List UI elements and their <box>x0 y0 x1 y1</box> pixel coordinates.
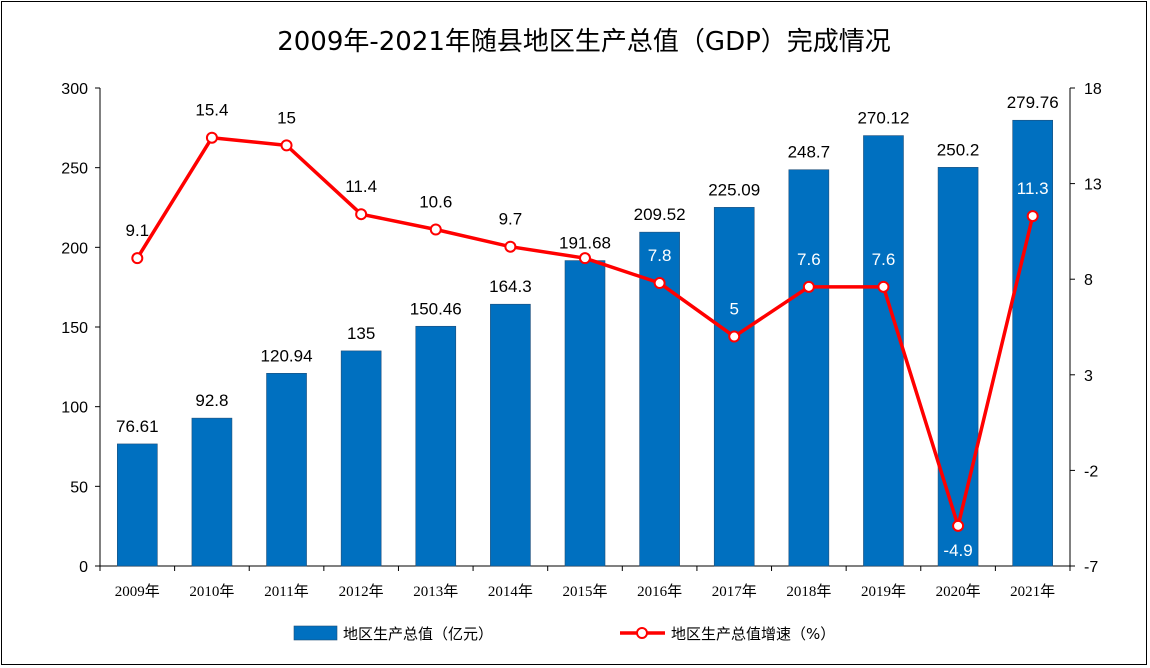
bar-value-label: 120.94 <box>261 346 313 365</box>
line-value-label: 7.8 <box>648 246 672 265</box>
x-tick-label: 2021年 <box>1010 583 1055 600</box>
legend-swatch-marker <box>636 627 648 639</box>
y-right-tick-label: 13 <box>1084 177 1102 194</box>
growth-marker <box>1026 210 1039 223</box>
bar-value-label: 135 <box>347 324 375 343</box>
x-tick-label: 2012年 <box>339 583 384 600</box>
bar <box>191 417 233 567</box>
bar-value-label: 270.12 <box>857 109 909 128</box>
y-left-tick-label: 100 <box>61 400 88 417</box>
growth-marker <box>131 252 144 265</box>
growth-marker <box>355 208 368 221</box>
line-value-label: 9.1 <box>125 221 149 240</box>
y-right-tick-label: 3 <box>1084 368 1093 385</box>
bar <box>1012 119 1053 567</box>
bar-value-label: 279.76 <box>1007 93 1059 112</box>
axes: 0 50 100 150 200 250 300 -7 -2 3 8 13 18 2009年 2010年 20… <box>61 81 1102 600</box>
bar <box>415 325 457 567</box>
y-left-tick-label: 250 <box>61 161 88 178</box>
data-labels: 76.61 92.8 120.94 135 150.46 164.3 191.68 209.5… <box>116 93 1059 560</box>
y-left-tick-label: 300 <box>61 81 88 98</box>
legend-label-line: 地区生产总值增速（%） <box>671 625 835 643</box>
line-value-label: 9.7 <box>499 210 523 229</box>
growth-marker <box>280 139 293 152</box>
line-series <box>131 131 1039 532</box>
growth-marker <box>579 252 591 265</box>
line-value-label: 11.4 <box>345 177 377 196</box>
line-value-label: 5 <box>729 300 738 319</box>
bar-value-label: 248.7 <box>788 143 831 162</box>
bar <box>863 135 904 567</box>
growth-marker <box>653 277 666 290</box>
y-left-tick-label: 200 <box>61 240 88 257</box>
x-tick-label: 2018年 <box>786 583 831 600</box>
x-tick-label: 2010年 <box>189 583 234 600</box>
y-right-tick-label: -7 <box>1084 559 1098 576</box>
growth-marker <box>504 240 517 253</box>
bar-series <box>117 119 1053 567</box>
x-tick-label: 2013年 <box>413 583 458 600</box>
line-value-label: 9.1 <box>573 221 597 240</box>
bar <box>937 167 979 567</box>
x-tick-label: 2015年 <box>562 583 607 600</box>
y-left-tick-label: 50 <box>70 479 88 496</box>
growth-marker <box>205 131 218 144</box>
legend: 地区生产总值（亿元） 地区生产总值增速（%） <box>293 625 835 643</box>
bar <box>564 260 606 567</box>
y-left-tick-label: 0 <box>79 559 88 576</box>
line-value-label: 7.6 <box>797 250 821 269</box>
bar <box>340 350 382 567</box>
bar <box>490 303 531 567</box>
bar <box>266 373 307 567</box>
legend-label-bar: 地区生产总值（亿元） <box>343 625 493 643</box>
line-value-label: 7.6 <box>872 250 896 269</box>
bar-value-label: 225.09 <box>708 180 760 199</box>
chart-title: 2009年-2021年随县地区生产总值（GDP）完成情况 <box>277 27 891 57</box>
x-tick-label: 2020年 <box>936 583 981 600</box>
y-right-tick-label: -2 <box>1084 463 1098 480</box>
y-right-tick-label: 18 <box>1084 81 1102 98</box>
x-tick-label: 2017年 <box>712 583 757 600</box>
x-tick-label: 2016年 <box>637 583 682 600</box>
bar <box>117 443 158 567</box>
line-value-label: 10.6 <box>419 192 452 211</box>
bar-value-label: 209.52 <box>634 205 686 224</box>
bar-value-label: 250.2 <box>937 140 980 159</box>
line-value-label: -4.9 <box>943 541 972 560</box>
bar-value-label: 92.8 <box>195 391 228 410</box>
growth-marker <box>952 519 965 532</box>
legend-swatch-bar <box>293 625 338 641</box>
bar <box>788 169 830 567</box>
growth-marker <box>877 280 890 293</box>
y-left-tick-label: 150 <box>61 320 88 337</box>
growth-marker <box>728 330 741 343</box>
bar <box>713 207 755 567</box>
bar-value-label: 76.61 <box>116 417 159 436</box>
x-tick-label: 2019年 <box>861 583 906 600</box>
bar-value-label: 150.46 <box>410 299 462 318</box>
x-tick-label: 2011年 <box>264 583 308 600</box>
line-value-label: 11.3 <box>1017 179 1049 198</box>
line-value-label: 15 <box>277 108 296 127</box>
x-tick-label: 2014年 <box>488 583 533 600</box>
bar-value-label: 191.68 <box>559 234 611 253</box>
x-tick-label: 2009年 <box>115 583 160 600</box>
line-value-label: 15.4 <box>195 101 228 120</box>
growth-marker <box>802 280 815 293</box>
y-right-tick-label: 8 <box>1084 272 1093 289</box>
bar-value-label: 164.3 <box>489 277 532 296</box>
growth-marker <box>429 223 442 236</box>
